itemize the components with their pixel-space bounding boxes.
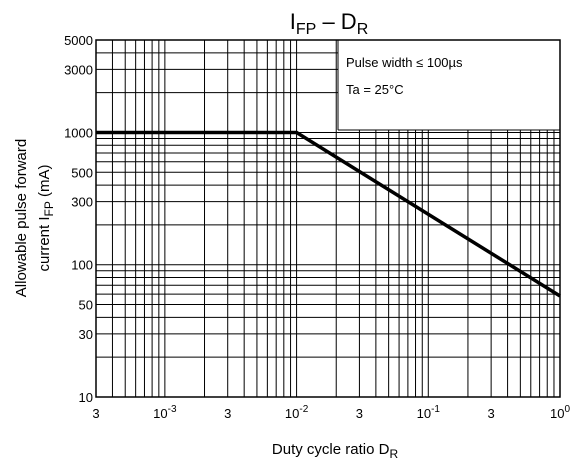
title-main: I xyxy=(290,9,296,34)
ylabel-line2: current IFP (mA) xyxy=(36,164,56,271)
x-tick-label: 3 xyxy=(356,406,363,421)
x-tick-label: 10-3 xyxy=(153,404,177,421)
ylabel-line2-a: current I xyxy=(36,216,53,271)
annotation-temperature: Ta = 25°C xyxy=(346,82,404,97)
y-tick-label: 5000 xyxy=(64,33,93,48)
y-tick-labels: 10 30 50 100 300 500 1000 3000 5000 xyxy=(64,33,93,405)
y-tick-label: 1000 xyxy=(64,125,93,140)
ylabel-line2-b: (mA) xyxy=(36,164,53,201)
annotation-pulse-width: Pulse width ≤ 100µs xyxy=(346,55,463,70)
y-tick-label: 100 xyxy=(71,258,93,273)
x-tick-labels: 3 10-3 3 10-2 3 10-1 3 100 xyxy=(92,404,570,421)
annotation-box xyxy=(338,40,560,130)
y-tick-label: 10 xyxy=(79,390,93,405)
y-tick-label: 500 xyxy=(71,165,93,180)
x-tick-label: 10-2 xyxy=(285,404,309,421)
title-sub1: FP xyxy=(296,21,316,38)
y-tick-label: 300 xyxy=(71,195,93,210)
title-sub2: R xyxy=(357,21,369,38)
x-tick-label: 10-1 xyxy=(417,404,441,421)
y-tick-label: 50 xyxy=(79,298,93,313)
title-dash: – D xyxy=(316,9,356,34)
y-tick-label: 3000 xyxy=(64,62,93,77)
x-tick-label: 3 xyxy=(224,406,231,421)
y-axis-label: Allowable pulse forward current IFP (mA) xyxy=(13,139,56,297)
x-tick-label: 3 xyxy=(488,406,495,421)
ylabel-line2-sub: FP xyxy=(42,201,56,216)
x-tick-label: 3 xyxy=(92,406,99,421)
plot-frame xyxy=(95,39,561,398)
xlabel-a: Duty cycle ratio D xyxy=(272,441,390,458)
ylabel-line1: Allowable pulse forward xyxy=(13,139,30,297)
y-tick-label: 30 xyxy=(79,327,93,342)
x-tick-label: 100 xyxy=(550,404,570,421)
x-axis-label: Duty cycle ratio DR xyxy=(272,441,399,461)
xlabel-sub: R xyxy=(389,447,398,461)
chart-title: IFP – DR xyxy=(290,9,369,38)
series-line xyxy=(96,130,561,298)
